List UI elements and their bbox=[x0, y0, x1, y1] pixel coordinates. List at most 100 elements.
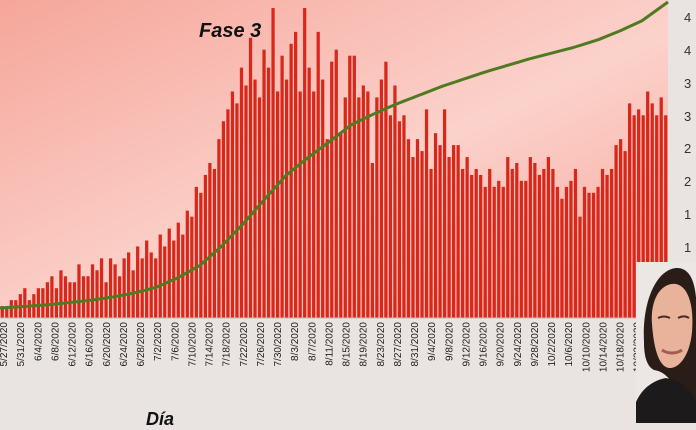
bar-111 bbox=[501, 186, 505, 318]
bar-71 bbox=[321, 79, 325, 318]
x-tick-label: 6/24/2020 bbox=[119, 322, 130, 367]
bar-6 bbox=[27, 300, 31, 318]
y-tick-label: 1 bbox=[684, 207, 691, 222]
x-tick-label: 6/4/2020 bbox=[33, 322, 44, 361]
x-tick-label: 7/6/2020 bbox=[170, 322, 181, 361]
bar-115 bbox=[519, 180, 523, 318]
bar-74 bbox=[334, 49, 338, 318]
bar-66 bbox=[298, 91, 302, 319]
bar-97 bbox=[438, 145, 442, 318]
y-tick-labels: 4 4 3 3 2 2 1 1 bbox=[684, 10, 691, 255]
bar-84 bbox=[379, 79, 384, 318]
x-tick-label: 9/12/2020 bbox=[461, 322, 472, 367]
bar-108 bbox=[488, 168, 492, 318]
bar-130 bbox=[587, 192, 591, 318]
bar-120 bbox=[542, 168, 546, 318]
bar-137 bbox=[618, 139, 623, 318]
bar-32 bbox=[145, 240, 149, 318]
y-tick-label: 4 bbox=[684, 10, 691, 25]
bar-77 bbox=[348, 55, 352, 318]
bar-23 bbox=[104, 282, 108, 318]
y-tick-label: 2 bbox=[684, 174, 691, 189]
bar-55 bbox=[248, 37, 253, 319]
bar-142 bbox=[641, 115, 645, 318]
y-tick-label: 1 bbox=[684, 240, 691, 255]
bar-147 bbox=[664, 115, 668, 318]
bar-46 bbox=[208, 163, 212, 318]
bar-145 bbox=[655, 115, 659, 318]
bar-82 bbox=[370, 163, 374, 318]
bar-114 bbox=[515, 163, 519, 318]
x-tick-label: 5/31/2020 bbox=[16, 322, 27, 367]
bar-81 bbox=[366, 91, 370, 319]
bar-39 bbox=[176, 222, 180, 318]
x-tick-labels: 5/27/2020 5/31/2020 6/4/2020 6/8/2020 6/12/2… bbox=[0, 322, 661, 372]
bar-122 bbox=[551, 168, 555, 318]
bar-44 bbox=[199, 192, 203, 318]
bar-52 bbox=[235, 103, 239, 318]
x-tick-label: 7/30/2020 bbox=[273, 322, 284, 367]
bar-132 bbox=[596, 186, 600, 318]
bar-85 bbox=[384, 61, 388, 319]
bar-65 bbox=[294, 31, 298, 318]
y-tick-label: 4 bbox=[684, 43, 691, 58]
bar-144 bbox=[650, 103, 654, 318]
bar-112 bbox=[506, 157, 510, 318]
x-tick-label: 9/8/2020 bbox=[444, 322, 455, 361]
bar-91 bbox=[411, 157, 415, 318]
x-tick-label: 8/11/2020 bbox=[324, 322, 335, 366]
cumulative-line bbox=[0, 0, 669, 310]
x-tick-label: 8/15/2020 bbox=[342, 322, 353, 367]
bar-110 bbox=[497, 180, 501, 318]
phase-annotation: Fase 3 bbox=[199, 20, 262, 42]
x-tick-label: 8/7/2020 bbox=[307, 322, 318, 361]
x-tick-label: 6/20/2020 bbox=[102, 322, 113, 367]
x-axis-title: Día bbox=[146, 409, 175, 429]
bar-109 bbox=[492, 186, 496, 318]
bar-94 bbox=[424, 109, 429, 318]
bar-50 bbox=[226, 109, 230, 318]
x-tick-label: 10/10/2020 bbox=[581, 322, 592, 372]
bar-113 bbox=[510, 168, 514, 318]
y-tick-label: 3 bbox=[684, 109, 691, 124]
x-tick-label: 6/16/2020 bbox=[85, 322, 96, 367]
bar-45 bbox=[203, 174, 207, 318]
bar-86 bbox=[388, 115, 393, 318]
bar-70 bbox=[316, 31, 320, 318]
x-tick-label: 10/18/2020 bbox=[616, 322, 627, 372]
bar-11 bbox=[50, 276, 54, 318]
x-tick-label: 8/31/2020 bbox=[410, 322, 421, 367]
bar-33 bbox=[149, 252, 153, 318]
bar-118 bbox=[533, 163, 537, 318]
x-tick-label: 8/27/2020 bbox=[393, 322, 404, 367]
bar-125 bbox=[564, 186, 569, 318]
x-tick-label: 6/28/2020 bbox=[136, 322, 147, 367]
bar-101 bbox=[456, 145, 460, 318]
bar-3 bbox=[14, 300, 18, 318]
bar-75 bbox=[339, 133, 343, 318]
bar-126 bbox=[569, 180, 573, 318]
bar-93 bbox=[420, 151, 424, 318]
x-tick-label: 6/12/2020 bbox=[68, 322, 79, 367]
bar-68 bbox=[307, 67, 311, 319]
bar-18 bbox=[81, 276, 86, 318]
bar-49 bbox=[221, 121, 226, 319]
bar-79 bbox=[357, 97, 361, 318]
bar-54 bbox=[244, 85, 248, 318]
x-tick-label: 10/14/2020 bbox=[598, 322, 609, 372]
bar-92 bbox=[415, 139, 420, 318]
bar-88 bbox=[397, 121, 402, 319]
bar-99 bbox=[447, 157, 451, 318]
bar-37 bbox=[167, 228, 171, 318]
bar-127 bbox=[573, 168, 578, 318]
bar-69 bbox=[312, 91, 316, 319]
bar-129 bbox=[582, 186, 587, 318]
bar-58 bbox=[262, 49, 266, 318]
bar-42 bbox=[190, 216, 194, 318]
bar-63 bbox=[284, 79, 289, 318]
bar-9 bbox=[41, 288, 45, 318]
bar-10 bbox=[45, 282, 50, 318]
bar-24 bbox=[108, 258, 113, 318]
presenter-video-overlay bbox=[636, 262, 696, 423]
bar-136 bbox=[614, 145, 618, 318]
